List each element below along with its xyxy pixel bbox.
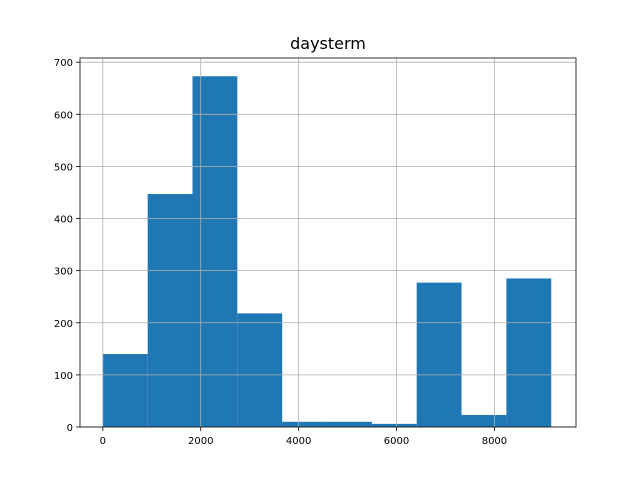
x-tick-label: 8000 <box>482 436 507 447</box>
y-tick-label: 500 <box>54 162 73 173</box>
histogram-bar <box>327 421 372 427</box>
x-tick-label: 6000 <box>384 436 409 447</box>
histogram-bar <box>282 421 328 427</box>
histogram-bar <box>371 423 417 427</box>
y-tick-label: 300 <box>54 267 73 278</box>
histogram-bars <box>102 76 552 428</box>
histogram-bar <box>147 194 193 427</box>
histogram-bar <box>192 76 238 428</box>
x-tick-label: 2000 <box>188 436 213 447</box>
histogram-bar <box>416 282 462 427</box>
y-tick-label: 100 <box>54 371 73 382</box>
y-tick-label: 600 <box>54 110 73 121</box>
y-tick-label: 400 <box>54 215 73 226</box>
histogram-bar <box>237 313 283 427</box>
y-tick-label: 700 <box>54 58 73 69</box>
axes-frame <box>79 57 577 428</box>
axes: 0 2000 4000 6000 8000 0 100 200 300 400 500 600 700 <box>54 57 577 447</box>
chart-title: daysterm <box>290 34 366 53</box>
grid-lines <box>80 58 576 428</box>
histogram-bar <box>506 278 552 427</box>
x-tick-label: 4000 <box>286 436 311 447</box>
y-tick-label: 0 <box>67 423 73 434</box>
y-tick-label: 200 <box>54 319 73 330</box>
histogram-bar <box>102 354 148 427</box>
histogram-bar <box>461 415 507 427</box>
x-tick-label: 0 <box>100 436 106 447</box>
